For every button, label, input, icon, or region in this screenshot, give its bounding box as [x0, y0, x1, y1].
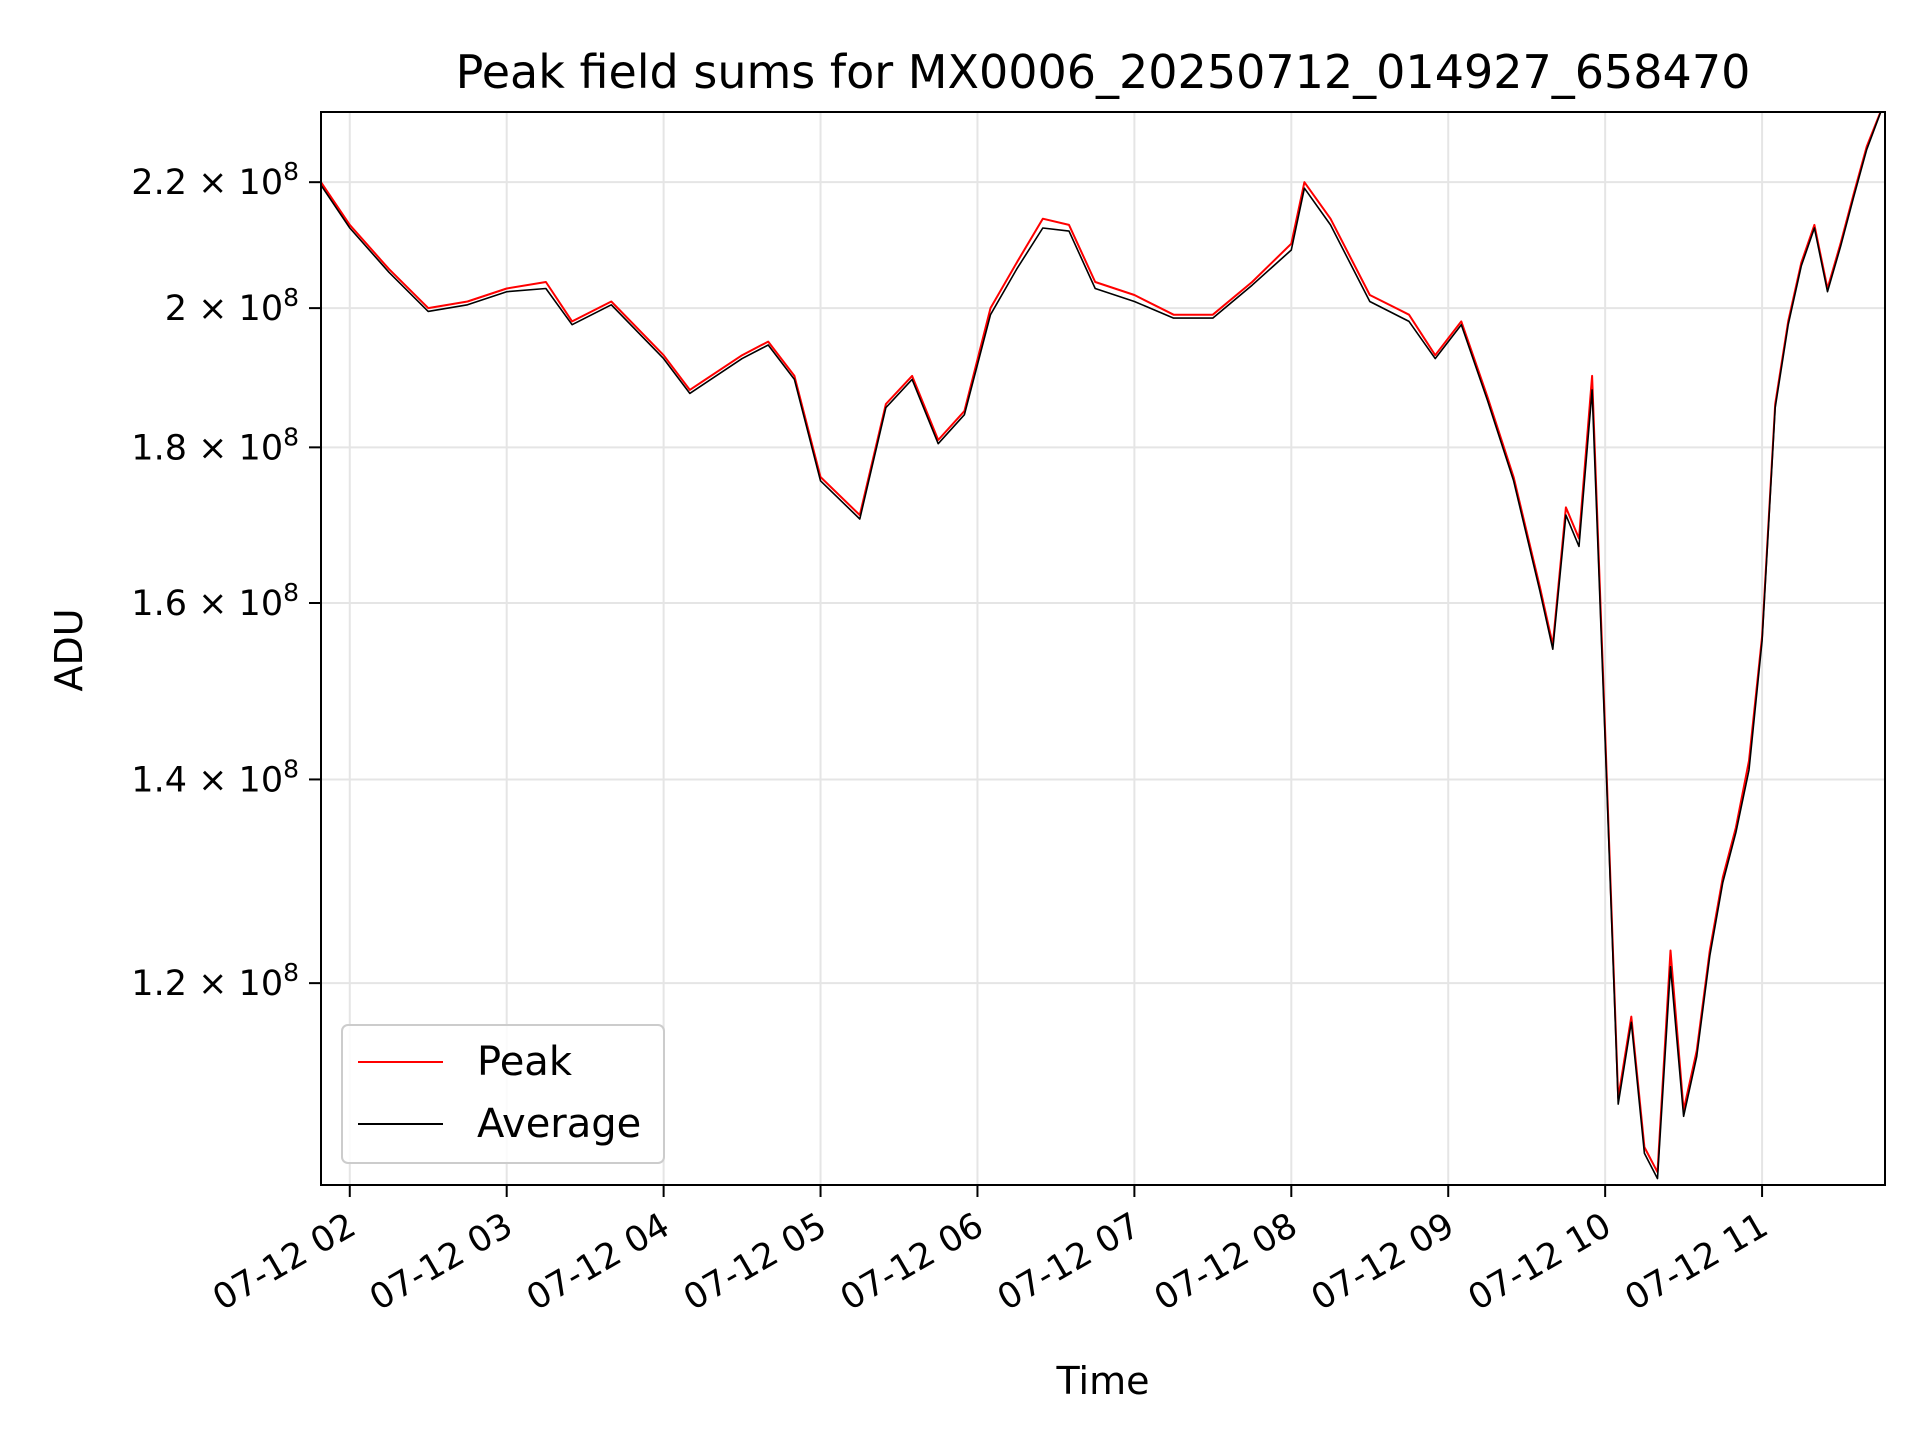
y-tick-mantissa: 1.8 [131, 428, 187, 468]
y-tick-exponent: 8 [283, 422, 299, 451]
y-tick-label: 1.8 × 108 [131, 422, 299, 468]
legend: Peak Average [341, 1024, 665, 1164]
y-tick-label: 2.2 × 108 [131, 157, 299, 203]
y-tick-mantissa: 1.6 [131, 584, 187, 624]
y-tick-exponent: 8 [283, 958, 299, 987]
plot-series [321, 112, 1882, 1180]
y-tick-label: 1.2 × 108 [131, 958, 299, 1004]
legend-label-average: Average [477, 1101, 641, 1147]
y-tick-label: 1.6 × 108 [131, 578, 299, 624]
legend-box [341, 1024, 665, 1164]
plot-frame [320, 111, 1886, 1186]
y-tick-exponent: 8 [283, 578, 299, 607]
y-tick-mantissa: 2 [165, 289, 187, 329]
y-axis-ticks: 1.2 × 108 1.4 × 108 1.6 × 108 1.8 × 108 2 × … [131, 157, 321, 1004]
chart-title: Peak field sums for MX0006_20250712_0149… [456, 45, 1751, 99]
y-tick-exponent: 8 [283, 157, 299, 186]
y-tick-mantissa: 1.4 [131, 760, 187, 800]
y-tick-label: 2 × 108 [165, 283, 299, 329]
y-tick-exponent: 8 [283, 283, 299, 312]
legend-label-peak: Peak [477, 1039, 573, 1085]
y-axis-label: ADU [47, 608, 91, 691]
x-axis-label: Time [1056, 1359, 1150, 1403]
series-line-average [321, 112, 1882, 1180]
y-tick-mantissa: 2.2 [131, 163, 187, 203]
y-tick-label: 1.4 × 108 [131, 754, 299, 800]
y-tick-exponent: 8 [283, 754, 299, 783]
y-tick-mantissa: 1.2 [131, 964, 187, 1004]
series-line-peak [321, 112, 1882, 1174]
